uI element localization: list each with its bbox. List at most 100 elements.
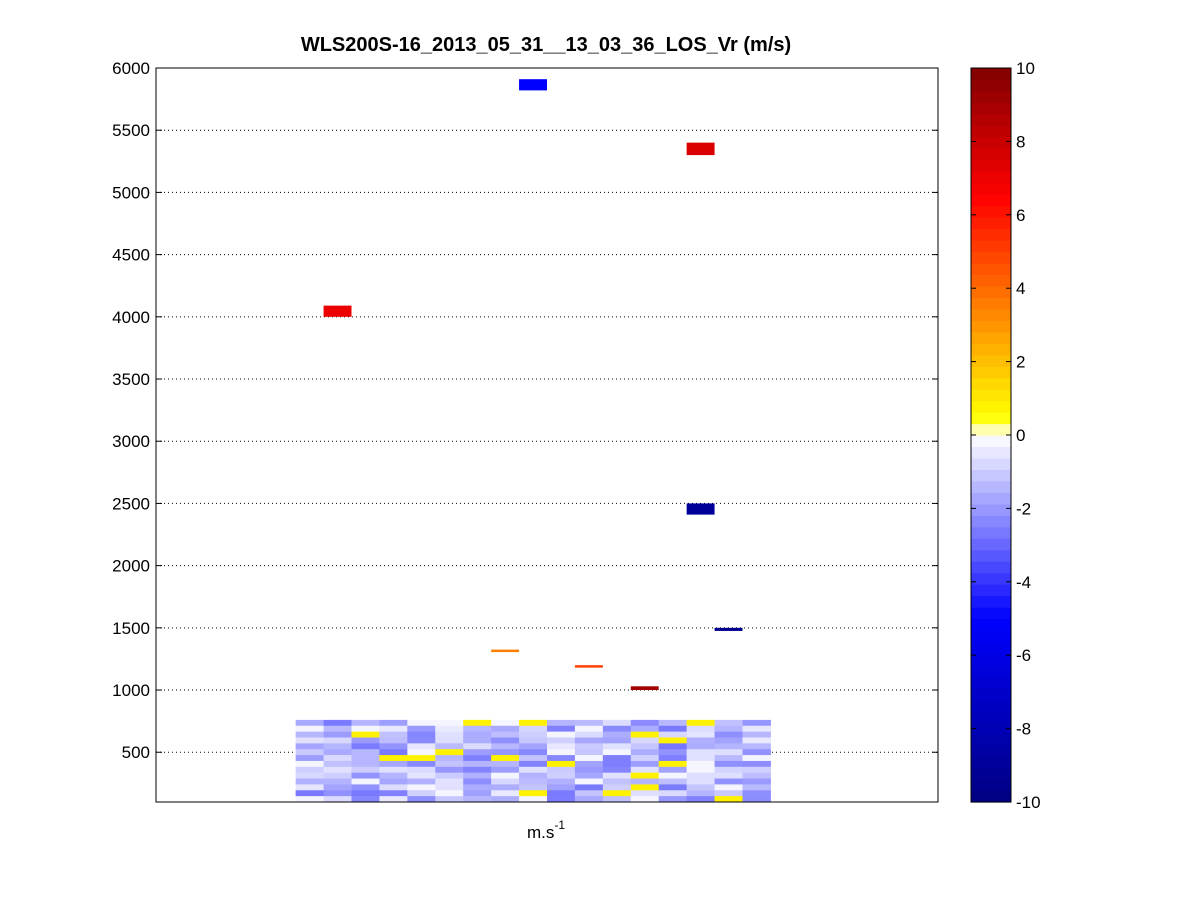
colorbar-swatch	[971, 343, 1011, 356]
colorbar-swatch	[971, 744, 1011, 757]
heatmap-cell	[714, 772, 743, 780]
colorbar-swatch	[971, 767, 1011, 780]
heatmap-cell	[602, 731, 632, 738]
colorbar-swatch	[971, 240, 1011, 253]
colorbar-swatch	[971, 194, 1011, 207]
heatmap-cell	[630, 760, 660, 768]
colorbar-tick-label: -6	[1016, 646, 1031, 665]
colorbar-swatch	[971, 171, 1011, 184]
heatmap-cell	[519, 737, 548, 744]
heatmap-cell	[323, 737, 352, 744]
colorbar-swatch	[971, 148, 1011, 161]
heatmap-cell	[742, 725, 771, 733]
heatmap-cell	[351, 778, 380, 785]
heatmap-cell	[574, 749, 604, 756]
heatmap-cell	[574, 737, 604, 744]
colorbar-swatch	[971, 733, 1011, 746]
heatmap-cell	[351, 749, 380, 756]
heatmap-cell	[379, 784, 408, 791]
y-tick-label: 2500	[112, 494, 150, 513]
colorbar-swatch	[971, 607, 1011, 620]
heatmap-cell	[351, 719, 380, 727]
heatmap-cell	[630, 731, 660, 738]
colorbar-swatch	[971, 136, 1011, 149]
heatmap-cell	[742, 790, 771, 797]
heatmap-cell	[379, 737, 408, 744]
heatmap-cell	[658, 796, 688, 803]
y-tick-label: 2000	[112, 557, 150, 576]
heatmap-cell	[323, 755, 352, 762]
heatmap-cell	[407, 772, 436, 780]
heatmap-cell	[379, 755, 408, 762]
heatmap-cell	[323, 760, 352, 768]
colorbar-swatch	[971, 423, 1011, 436]
heatmap-cell	[323, 778, 352, 785]
y-tick-label: 5000	[112, 183, 150, 202]
heatmap-cell	[547, 737, 576, 744]
plot-frame	[155, 67, 939, 803]
colorbar-swatch	[971, 629, 1011, 643]
colorbar-swatch	[971, 308, 1011, 321]
heatmap-cell	[602, 796, 632, 803]
heatmap-cell	[435, 772, 464, 780]
heatmap-cell	[658, 749, 688, 756]
heatmap-cell	[686, 743, 716, 750]
colorbar-tick-label: 8	[1016, 132, 1025, 151]
heatmap-cell	[714, 627, 743, 631]
heatmap-cell	[491, 778, 520, 785]
colorbar-swatch	[971, 205, 1011, 218]
y-tick-label: 1000	[112, 681, 150, 700]
heatmap-cell	[630, 796, 660, 803]
colorbar-swatch	[971, 618, 1011, 631]
heatmap-cell	[295, 743, 325, 750]
heatmap-cell	[351, 743, 380, 750]
y-tick-label: 4000	[112, 308, 150, 327]
colorbar-swatch	[971, 102, 1011, 115]
heatmap-cell	[295, 784, 325, 791]
colorbar-tick-label: -4	[1016, 573, 1031, 592]
colorbar-swatch	[971, 68, 1011, 81]
heatmap-cell	[295, 731, 325, 738]
heatmap-cell	[463, 766, 492, 774]
heatmap-cell	[463, 725, 492, 733]
heatmap-cell	[742, 719, 771, 727]
heatmap-cell	[351, 760, 380, 768]
heatmap-cell	[574, 719, 604, 727]
heatmap-cell	[742, 796, 771, 803]
heatmap-cell	[323, 749, 352, 756]
heatmap-cell	[463, 719, 492, 727]
heatmap-cell	[574, 743, 604, 750]
heatmap-cell	[491, 796, 520, 803]
colorbar-swatch	[971, 492, 1011, 505]
heatmap-cell	[742, 766, 771, 774]
colorbar-tick-label: 4	[1016, 279, 1025, 298]
colorbar-swatch	[971, 262, 1011, 276]
heatmap-cell	[714, 796, 743, 803]
colorbar-swatch	[971, 664, 1011, 677]
heatmap-cell	[574, 665, 603, 668]
colorbar-swatch	[971, 274, 1011, 287]
heatmap-cell	[630, 784, 660, 791]
heatmap-cell	[519, 743, 548, 750]
colorbar-swatch	[971, 182, 1011, 195]
heatmap-cell	[379, 725, 408, 733]
colorbar-swatch	[971, 79, 1011, 92]
heatmap-cell	[574, 778, 604, 785]
heatmap-cell	[323, 731, 352, 738]
heatmap-cell	[547, 725, 576, 733]
colorbar-swatch	[971, 125, 1011, 138]
heatmap-cell	[491, 755, 520, 762]
colorbar-swatch	[971, 595, 1011, 608]
heatmap-cell	[714, 719, 743, 727]
heatmap-cell	[435, 784, 464, 791]
colorbar-swatch	[971, 779, 1011, 792]
heatmap-cells	[295, 79, 771, 803]
colorbar-swatch	[971, 251, 1011, 264]
colorbar-swatch	[971, 331, 1011, 344]
heatmap-cell	[574, 755, 604, 762]
heatmap-cell	[658, 766, 688, 774]
heatmap-cell	[714, 737, 743, 744]
heatmap-cell	[435, 760, 464, 768]
colorbar-swatch	[971, 412, 1011, 425]
